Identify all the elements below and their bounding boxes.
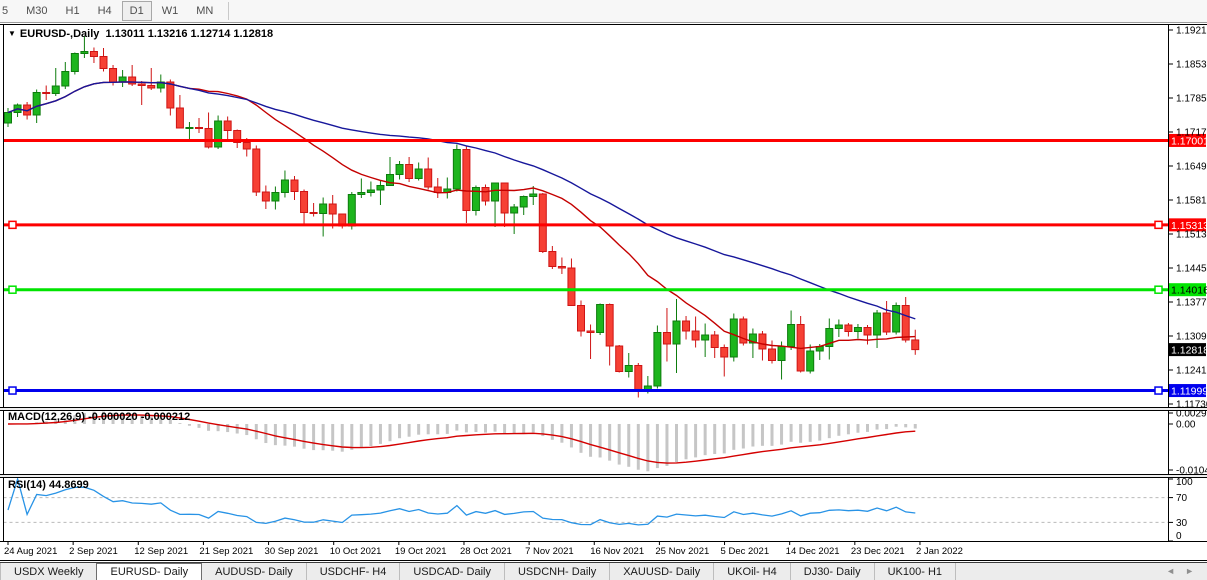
time-axis[interactable]: 24 Aug 2021 2 Sep 2021 12 Sep 2021 21 Sep 2… (4, 541, 963, 557)
svg-text:0: 0 (1176, 531, 1182, 542)
tab-uk100-h1[interactable]: UK100- H1 (875, 563, 957, 580)
svg-text:19 Oct 2021: 19 Oct 2021 (395, 546, 447, 557)
tab-usdcnh-daily[interactable]: USDCNH- Daily (505, 563, 611, 580)
svg-text:1.15810: 1.15810 (1176, 196, 1207, 207)
candles-layer (4, 36, 920, 398)
svg-text:1.13090: 1.13090 (1176, 332, 1207, 343)
chart-canvas[interactable]: 1.170011.153131.140161.119991.128181.192… (0, 24, 1207, 562)
current-price-tag: 1.12818 (1169, 343, 1207, 357)
timeframe-toolbar: 5 M30 H1 H4 D1 W1 MN (0, 0, 1207, 23)
macd-pane (7, 411, 917, 472)
svg-text:10 Oct 2021: 10 Oct 2021 (330, 546, 382, 557)
svg-text:0.002966: 0.002966 (1176, 409, 1207, 420)
tab-scroll-right-icon[interactable]: ► (1185, 566, 1204, 576)
svg-text:28 Oct 2021: 28 Oct 2021 (460, 546, 512, 557)
svg-text:1.11999: 1.11999 (1171, 386, 1207, 398)
svg-text:1.17170: 1.17170 (1176, 128, 1207, 139)
timeframe-mn-button[interactable]: MN (196, 5, 214, 17)
chart-ohlc-values: 1.13011 1.13216 1.12714 1.12818 (105, 28, 274, 40)
svg-text:1.14450: 1.14450 (1176, 264, 1207, 275)
svg-text:70: 70 (1176, 493, 1188, 504)
chart-symbol-label: EURUSD-,Daily (19, 28, 100, 40)
moving-averages (7, 81, 916, 350)
svg-text:1.16490: 1.16490 (1176, 162, 1207, 173)
timeframe-d1-button[interactable]: D1 (121, 1, 152, 21)
svg-text:1.19210: 1.19210 (1176, 26, 1207, 37)
svg-text:23 Dec 2021: 23 Dec 2021 (851, 546, 905, 557)
price-axis[interactable]: 1.19210 1.18530 1.17850 1.17170 1.16490 1.158… (1168, 26, 1207, 411)
macd-values: -0.000020 -0.000212 (88, 411, 191, 423)
svg-text:1.17850: 1.17850 (1176, 94, 1207, 105)
tab-dj30-daily[interactable]: DJ30- Daily (791, 563, 875, 580)
svg-text:30: 30 (1176, 518, 1188, 529)
svg-text:0.00: 0.00 (1176, 420, 1196, 431)
svg-text:1.12410: 1.12410 (1176, 366, 1207, 377)
svg-text:1.14016: 1.14016 (1171, 285, 1207, 297)
tab-usdchf-h4[interactable]: USDCHF- H4 (307, 563, 401, 580)
tab-eurusd-daily[interactable]: EURUSD- Daily (96, 563, 203, 580)
rsi-value: 44.8699 (48, 479, 89, 491)
tab-xauusd-daily[interactable]: XAUUSD- Daily (610, 563, 715, 580)
svg-text:2 Sep 2021: 2 Sep 2021 (69, 546, 118, 557)
tab-scroll-arrows[interactable]: ◄► (1166, 566, 1204, 576)
svg-text:1.15313: 1.15313 (1171, 220, 1207, 232)
macd-indicator-label: MACD(12,26,9) -0.000020 -0.000212 (8, 411, 190, 423)
timeframe-m5-button[interactable]: 5 (2, 5, 9, 17)
chart-tab-bar: USDX Weekly EURUSD- Daily AUDUSD- Daily … (0, 562, 1207, 580)
timeframe-h1-button[interactable]: H1 (65, 5, 80, 17)
tab-ukoil-h4[interactable]: UKOil- H4 (714, 563, 791, 580)
svg-text:1.17001: 1.17001 (1171, 135, 1207, 147)
toolbar-separator (228, 2, 230, 20)
svg-text:24 Aug 2021: 24 Aug 2021 (4, 546, 57, 557)
svg-text:30 Sep 2021: 30 Sep 2021 (265, 546, 319, 557)
tab-scroll-left-icon[interactable]: ◄ (1166, 566, 1186, 576)
price-levels[interactable]: 1.17001 1.15313 1.14016 1.11999 (3, 133, 1207, 398)
svg-text:12 Sep 2021: 12 Sep 2021 (134, 546, 188, 557)
timeframe-h4-button[interactable]: H4 (97, 5, 112, 17)
svg-text:1.18530: 1.18530 (1176, 60, 1207, 71)
svg-text:2 Jan 2022: 2 Jan 2022 (916, 546, 963, 557)
rsi-indicator-label: RSI(14) 44.8699 (8, 479, 89, 491)
timeframe-m30-button[interactable]: M30 (26, 5, 48, 17)
rsi-pane (3, 476, 1168, 526)
svg-text:1.15130: 1.15130 (1176, 230, 1207, 241)
svg-text:25 Nov 2021: 25 Nov 2021 (655, 546, 709, 557)
chart-title: ▼ EURUSD-,Daily 1.13011 1.13216 1.12714 1… (8, 28, 273, 40)
rsi-name: RSI(14) (8, 479, 46, 491)
chart-dropdown-icon[interactable]: ▼ (8, 29, 16, 38)
svg-text:7 Nov 2021: 7 Nov 2021 (525, 546, 574, 557)
svg-text:16 Nov 2021: 16 Nov 2021 (590, 546, 644, 557)
tab-usdx-weekly[interactable]: USDX Weekly (0, 563, 98, 580)
timeframe-w1-button[interactable]: W1 (161, 5, 179, 17)
svg-text:14 Dec 2021: 14 Dec 2021 (786, 546, 840, 557)
svg-text:-0.010422: -0.010422 (1176, 466, 1207, 477)
pane-borders (0, 24, 1207, 561)
svg-text:21 Sep 2021: 21 Sep 2021 (199, 546, 253, 557)
tab-usdcad-daily[interactable]: USDCAD- Daily (400, 563, 505, 580)
svg-text:100: 100 (1176, 477, 1193, 488)
svg-text:1.13770: 1.13770 (1176, 298, 1207, 309)
svg-text:5 Dec 2021: 5 Dec 2021 (721, 546, 770, 557)
tab-audusd-daily[interactable]: AUDUSD- Daily (202, 563, 307, 580)
macd-name: MACD(12,26,9) (8, 411, 86, 423)
svg-text:1.12818: 1.12818 (1171, 345, 1207, 357)
